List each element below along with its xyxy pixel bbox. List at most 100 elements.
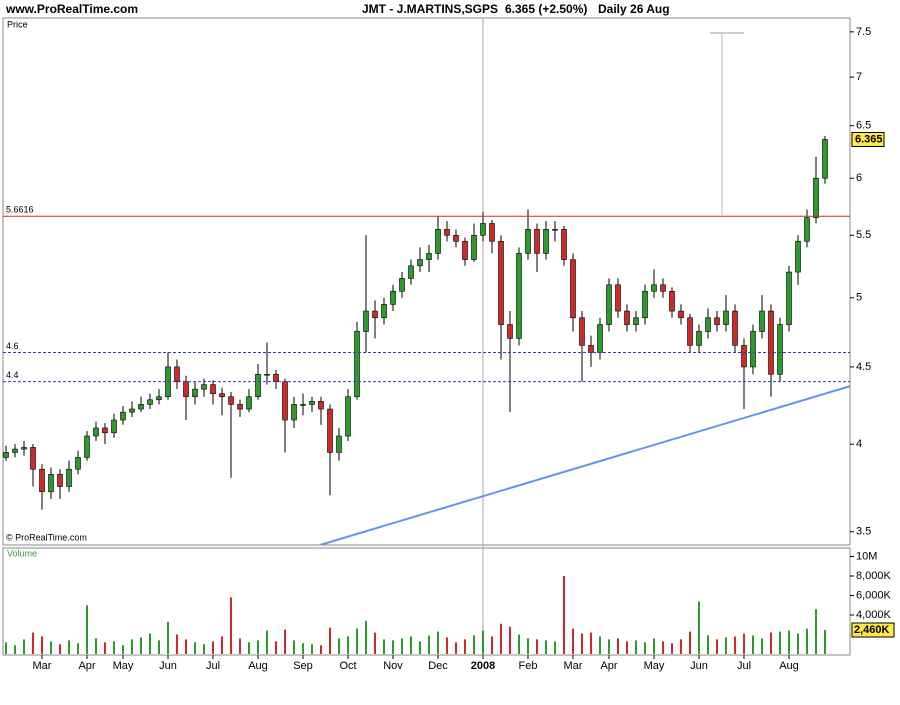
y-tick-label: 5 bbox=[856, 292, 862, 304]
candle-body bbox=[651, 284, 657, 292]
x-tick-label: Apr bbox=[78, 660, 95, 672]
volume-bar bbox=[725, 637, 727, 654]
volume-bar bbox=[509, 626, 511, 654]
volume-bar bbox=[293, 640, 295, 654]
volume-bar bbox=[455, 642, 457, 654]
volume-bar bbox=[563, 575, 565, 654]
volume-bar bbox=[275, 641, 277, 654]
candle-body bbox=[318, 401, 324, 410]
volume-bar bbox=[284, 629, 286, 654]
y-tick-label: 8,000K bbox=[856, 570, 892, 582]
candle-body bbox=[687, 317, 693, 346]
volume-bar bbox=[581, 633, 583, 654]
y-tick-label: 6 bbox=[856, 172, 862, 184]
candle-body bbox=[84, 435, 90, 458]
last-volume-box bbox=[851, 622, 895, 638]
copyright: © ProRealTime.com bbox=[6, 532, 87, 542]
volume-bar bbox=[752, 635, 754, 654]
candle-body bbox=[507, 324, 513, 339]
volume-bar bbox=[572, 628, 574, 654]
candle-body bbox=[426, 253, 432, 260]
candle-body bbox=[147, 399, 153, 405]
x-tick-label: Aug bbox=[248, 660, 268, 672]
trendline bbox=[319, 385, 850, 545]
candle-body bbox=[129, 408, 135, 413]
candle-body bbox=[183, 381, 189, 398]
candle-body bbox=[291, 404, 297, 421]
candle-body bbox=[588, 345, 594, 353]
candle-body bbox=[759, 310, 765, 332]
candle-body bbox=[822, 139, 828, 179]
volume-bar bbox=[482, 630, 484, 654]
candle-body bbox=[12, 448, 18, 453]
candle-body bbox=[102, 427, 108, 434]
candle-body bbox=[534, 229, 540, 254]
volume-bar bbox=[653, 638, 655, 654]
volume-bar bbox=[365, 620, 367, 654]
volume-bar bbox=[248, 642, 250, 654]
candle-body bbox=[624, 310, 630, 325]
volume-bar bbox=[518, 634, 520, 654]
candle-body bbox=[498, 240, 504, 325]
candle-body bbox=[606, 284, 612, 325]
volume-bar bbox=[662, 641, 664, 654]
volume-bar bbox=[329, 627, 331, 654]
volume-bar bbox=[5, 642, 7, 654]
volume-bar bbox=[203, 644, 205, 654]
volume-bar bbox=[221, 636, 223, 654]
volume-bar bbox=[779, 631, 781, 654]
volume-bar bbox=[59, 644, 61, 654]
volume-bar bbox=[158, 640, 160, 654]
candle-body bbox=[678, 310, 684, 319]
candle-body bbox=[660, 284, 666, 292]
candle-body bbox=[156, 396, 162, 401]
volume-bar bbox=[140, 637, 142, 654]
candle-body bbox=[750, 331, 756, 368]
candle-body bbox=[3, 452, 9, 458]
x-tick-label: Apr bbox=[600, 660, 617, 672]
symbol: JMT - J.MARTINS,SGPS bbox=[362, 2, 498, 16]
volume-bar bbox=[131, 639, 133, 654]
y-tick-label: 6.5 bbox=[856, 120, 871, 132]
volume-bar bbox=[428, 635, 430, 654]
candle-body bbox=[417, 259, 423, 267]
volume-bar bbox=[644, 642, 646, 654]
candle-body bbox=[642, 290, 648, 319]
panel-label: Price bbox=[7, 19, 28, 29]
volume-bar bbox=[464, 639, 466, 654]
volume-bar bbox=[86, 605, 88, 654]
volume-bar bbox=[599, 636, 601, 654]
volume-bar bbox=[500, 623, 502, 654]
level-label: 4.4 bbox=[6, 370, 19, 380]
volume-bar bbox=[41, 636, 43, 654]
volume-bar bbox=[257, 640, 259, 654]
volume-bar bbox=[185, 639, 187, 654]
candle-body bbox=[453, 234, 459, 242]
x-tick-label: Jul bbox=[206, 660, 220, 672]
volume-bar bbox=[815, 609, 817, 654]
candle-body bbox=[489, 223, 495, 242]
volume-bar bbox=[698, 601, 700, 654]
y-tick-label: 7 bbox=[856, 71, 862, 83]
candle-body bbox=[525, 229, 531, 254]
x-tick-label: Jun bbox=[159, 660, 177, 672]
candle-body bbox=[336, 435, 342, 453]
candle-body bbox=[120, 411, 126, 421]
x-tick-label: Jul bbox=[737, 660, 751, 672]
candle-body bbox=[30, 447, 36, 470]
candle-body bbox=[264, 373, 270, 376]
volume-bar bbox=[824, 630, 826, 654]
volume-bar bbox=[32, 632, 34, 654]
volume-bar bbox=[806, 628, 808, 654]
volume-bar bbox=[770, 632, 772, 654]
x-tick-label: Nov bbox=[383, 660, 403, 672]
volume-bar bbox=[122, 645, 124, 654]
y-tick-label: 4,000K bbox=[856, 609, 892, 621]
volume-bar bbox=[212, 641, 214, 654]
candle-body bbox=[354, 331, 360, 398]
candle-body bbox=[795, 240, 801, 273]
volume-bar bbox=[671, 643, 673, 654]
candle-body bbox=[786, 271, 792, 325]
candle-body bbox=[705, 317, 711, 332]
candle-body bbox=[93, 427, 99, 437]
